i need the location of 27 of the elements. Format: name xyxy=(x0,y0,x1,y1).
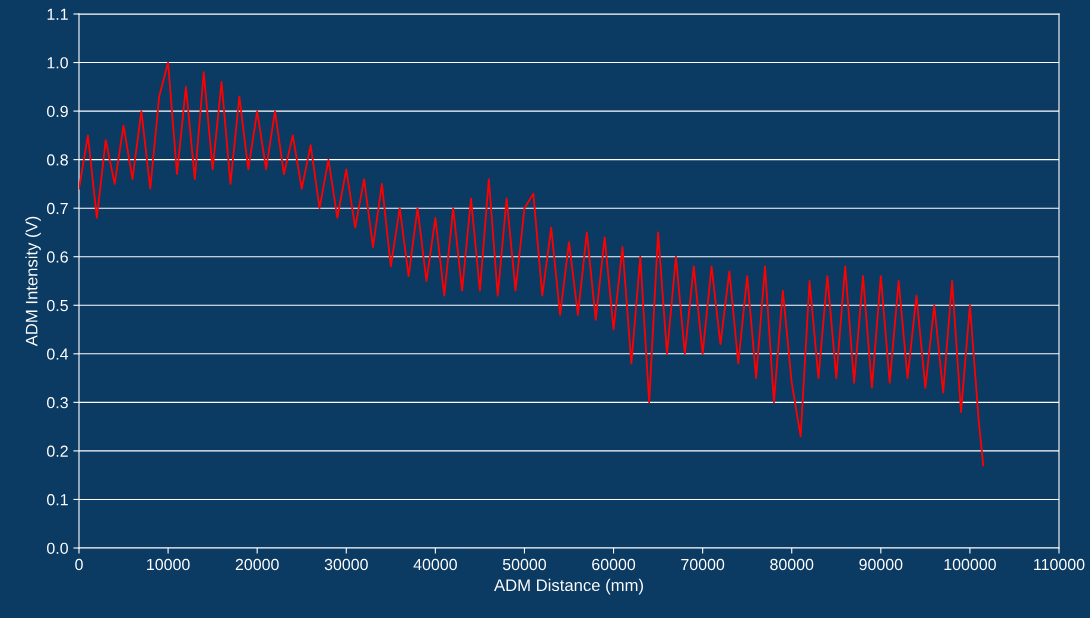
y-tick-label: 0.9 xyxy=(47,105,68,118)
x-tick-label: 30000 xyxy=(324,558,368,571)
x-tick-label: 10000 xyxy=(147,558,190,571)
y-tick-label: 0.2 xyxy=(47,445,68,457)
y-tick-label: 0.7 xyxy=(47,202,68,215)
x-tick-label: 80000 xyxy=(770,558,814,571)
x-tick-label: 0 xyxy=(75,558,83,571)
y-tick-label: 0.1 xyxy=(47,494,68,506)
x-axis-title: ADM Distance (mm) xyxy=(494,578,643,595)
y-tick-label: 0.3 xyxy=(47,397,68,409)
y-tick-label: 1.0 xyxy=(47,57,68,69)
y-axis-title: ADM Intensity (V) xyxy=(25,216,41,347)
y-tick-label: 0.5 xyxy=(47,299,68,312)
x-tick-label: 60000 xyxy=(592,558,636,571)
x-tick-label: 110000 xyxy=(1034,558,1085,571)
y-tick-label: 0.0 xyxy=(47,542,68,554)
x-tick-label: 100000 xyxy=(944,558,996,571)
x-tick-label: 50000 xyxy=(502,558,547,571)
x-tick-label: 20000 xyxy=(235,558,279,571)
y-tick-label: 0.8 xyxy=(47,154,68,166)
line-series xyxy=(79,61,985,467)
x-tick-label: 70000 xyxy=(681,558,725,571)
y-tick-label: 0.6 xyxy=(47,251,68,263)
x-tick-label: 40000 xyxy=(413,558,457,571)
y-tick-label: 0.4 xyxy=(47,348,69,360)
y-tick-label: 1.1 xyxy=(47,8,68,20)
x-tick-label: 90000 xyxy=(859,558,903,571)
